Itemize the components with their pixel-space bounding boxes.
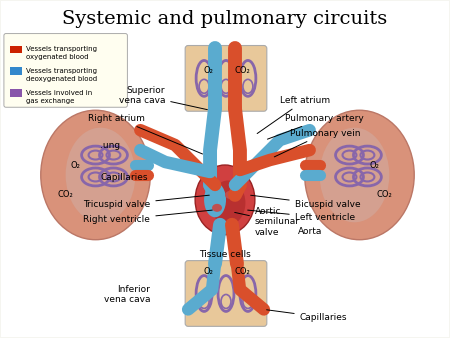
Ellipse shape xyxy=(41,110,150,240)
Text: Right atrium: Right atrium xyxy=(89,114,202,154)
Text: CO₂: CO₂ xyxy=(377,190,392,199)
Ellipse shape xyxy=(66,128,135,222)
Text: oxygenated blood: oxygenated blood xyxy=(26,54,88,61)
Text: Inferior
vena cava: Inferior vena cava xyxy=(104,285,150,304)
Text: Capillaries: Capillaries xyxy=(101,173,148,183)
Text: O₂: O₂ xyxy=(71,161,81,170)
Text: deoxygenated blood: deoxygenated blood xyxy=(26,76,97,82)
Text: O₂: O₂ xyxy=(369,161,379,170)
Text: Aortic
semilunar
valve: Aortic semilunar valve xyxy=(235,207,300,237)
Text: Pulmonary vein: Pulmonary vein xyxy=(274,129,360,157)
Text: CO₂: CO₂ xyxy=(234,267,250,276)
FancyBboxPatch shape xyxy=(185,46,267,111)
Text: Vessels transporting: Vessels transporting xyxy=(26,47,97,52)
Text: Tissue cells: Tissue cells xyxy=(199,250,251,259)
Text: CO₂: CO₂ xyxy=(234,66,250,75)
Bar xyxy=(10,67,22,75)
Text: Bicuspid valve: Bicuspid valve xyxy=(251,195,360,209)
Text: Capillaries: Capillaries xyxy=(266,310,347,322)
Bar xyxy=(10,46,22,53)
Text: Tricuspid valve: Tricuspid valve xyxy=(83,195,209,209)
Ellipse shape xyxy=(195,165,255,235)
Text: Vessels transporting: Vessels transporting xyxy=(26,68,97,74)
Text: Aorta: Aorta xyxy=(298,227,322,236)
Ellipse shape xyxy=(320,128,389,222)
Text: Vessels involved in: Vessels involved in xyxy=(26,90,92,96)
Ellipse shape xyxy=(225,191,235,199)
Text: Right ventricle: Right ventricle xyxy=(83,210,212,224)
Ellipse shape xyxy=(211,180,245,225)
Bar xyxy=(10,89,22,97)
Text: Systemic and pulmonary circuits: Systemic and pulmonary circuits xyxy=(63,9,387,28)
Text: Pulmonary artery: Pulmonary artery xyxy=(267,114,364,139)
Ellipse shape xyxy=(305,110,414,240)
Ellipse shape xyxy=(204,183,226,217)
Text: gas exchange: gas exchange xyxy=(26,98,74,104)
Text: CO₂: CO₂ xyxy=(58,190,73,199)
Text: O₂: O₂ xyxy=(203,267,213,276)
Text: Left atrium: Left atrium xyxy=(257,96,330,134)
Text: Superior
vena cava: Superior vena cava xyxy=(119,86,207,110)
Text: .ung: .ung xyxy=(100,141,121,150)
FancyBboxPatch shape xyxy=(185,261,267,327)
Text: O₂: O₂ xyxy=(203,66,213,75)
Text: Left ventricle: Left ventricle xyxy=(248,210,355,222)
Ellipse shape xyxy=(212,204,222,212)
FancyBboxPatch shape xyxy=(4,33,127,107)
